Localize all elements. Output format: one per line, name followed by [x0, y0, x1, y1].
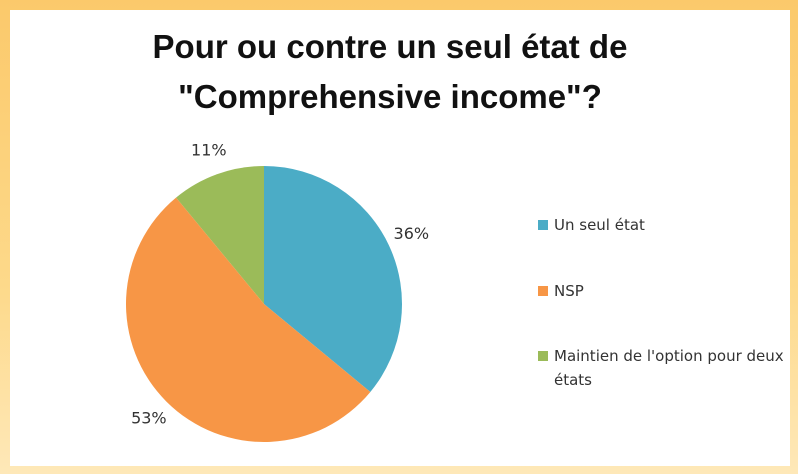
data-label: 11%	[191, 140, 227, 159]
data-label: 53%	[131, 409, 167, 428]
pie-slice	[176, 166, 264, 304]
legend-label: Un seul état	[554, 216, 645, 234]
legend-label: Maintien de l'option pour deux états	[554, 347, 784, 389]
legend-item: Un seul état	[538, 213, 798, 237]
legend-label: NSP	[554, 282, 584, 300]
legend-item: Maintien de l'option pour deux états	[538, 344, 798, 392]
legend-item: NSP	[538, 279, 798, 303]
legend-swatch	[538, 220, 548, 230]
chart-area	[10, 10, 790, 466]
pie-slice	[125, 197, 371, 442]
chart-title: Pour ou contre un seul état de "Comprehe…	[152, 28, 628, 115]
legend-swatch	[538, 351, 548, 361]
pie-slice	[264, 166, 402, 392]
data-label: 36%	[394, 224, 430, 243]
legend-swatch	[538, 286, 548, 296]
